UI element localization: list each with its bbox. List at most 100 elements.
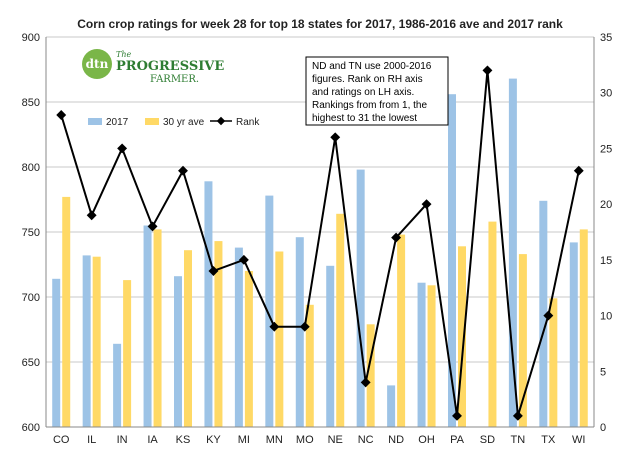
tick-labels: 600 650 700 750 800 850 900 0 5 10 15 20 25 30 35 CO IL I… [22, 32, 613, 446]
rank-line [60, 70, 580, 417]
logo-brand-prefix: The [116, 50, 131, 59]
x-tick-label-co: CO [53, 434, 70, 446]
bar-30yr-mi [244, 271, 253, 427]
dtn-progressive-farmer-logo: dtn The PROGRESSIVE FARMER. [82, 49, 224, 85]
x-tick-label-mo: MO [296, 434, 314, 446]
bar-30yr-oh [427, 285, 436, 427]
note-line-4: Rankings from from 1, the [312, 100, 427, 111]
legend-swatch-2017 [88, 118, 102, 125]
bar-2017-ne [326, 265, 335, 427]
y-right-tick-label: 25 [600, 143, 612, 155]
legend-marker-rank [216, 116, 226, 126]
rank-marker-in [117, 143, 128, 154]
bar-2017-tx [539, 200, 548, 427]
rank-marker-wi [573, 165, 584, 176]
bar-2017-ky [204, 181, 213, 427]
legend: 2017 30 yr ave Rank [88, 116, 260, 128]
x-tick-label-tn: TN [511, 434, 526, 446]
dtn-badge-circle [82, 49, 112, 79]
x-tick-label-nd: ND [388, 434, 404, 446]
bar-30yr-il [92, 256, 101, 427]
y-left-tick-label: 600 [22, 422, 40, 434]
rank-marker-co [56, 110, 67, 120]
bar-2017-il [82, 255, 91, 427]
bar-2017-nd [387, 385, 396, 427]
x-tick-label-ia: IA [147, 434, 158, 446]
bar-30yr-wi [579, 229, 588, 427]
rank-marker-tn [512, 410, 523, 421]
rank-marker-ne [330, 132, 341, 143]
bar-30yr-ia [153, 229, 162, 427]
x-tick-label-sd: SD [480, 434, 495, 446]
bar-2017-mn [265, 195, 274, 427]
note-line-3: and ratings on LH axis. [312, 87, 414, 98]
bar-2017-wi [569, 242, 578, 427]
legend-label-2017: 2017 [106, 117, 129, 128]
y-right-tick-label: 10 [600, 311, 612, 323]
rank-marker-oh [421, 199, 432, 210]
y-left-tick-label: 900 [22, 32, 40, 44]
rank-marker-mn [269, 321, 280, 332]
legend-label-30yr: 30 yr ave [163, 117, 205, 128]
note-line-1: ND and TN use 2000-2016 [312, 61, 432, 72]
y-right-tick-label: 0 [600, 422, 606, 434]
bar-30yr-mo [305, 304, 314, 427]
rank-marker-sd [482, 65, 493, 76]
bar-2017-in [113, 343, 122, 427]
rank-marker-ks [178, 165, 188, 176]
y-right-tick-label: 20 [600, 199, 612, 211]
bar-2017-mo [295, 237, 304, 427]
y-right-tick-label: 15 [600, 255, 612, 267]
rank-marker-nc [360, 377, 371, 388]
legend-label-rank: Rank [236, 117, 260, 128]
bar-30yr-ks [184, 250, 192, 427]
x-tick-label-oh: OH [418, 434, 435, 446]
y-right-tick-label: 5 [600, 366, 606, 378]
bar-2017-pa [448, 94, 456, 427]
x-tick-label-ks: KS [176, 434, 191, 446]
rank-marker-mi [238, 254, 249, 265]
bar-2017-co [52, 278, 61, 427]
dtn-badge-text: dtn [86, 57, 109, 71]
bar-30yr-tx [549, 298, 558, 427]
bar-30yr-ne [336, 213, 345, 427]
rank-marker-il [86, 210, 97, 221]
bar-2017-ia [143, 225, 152, 427]
y-left-tick-label: 850 [22, 97, 40, 109]
rank-marker-ia [147, 221, 158, 232]
bar-30yr-pa [458, 246, 466, 427]
bar-2017-nc [356, 169, 365, 427]
bar-2017-tn [508, 78, 517, 427]
rank-marker-mo [299, 321, 310, 332]
axes [45, 37, 595, 428]
note-line-5: highest to 31 the lowest [312, 113, 417, 124]
logo-brand-line2: FARMER. [150, 74, 199, 85]
x-tick-label-in: IN [117, 434, 128, 446]
logo-brand-line1: PROGRESSIVE [116, 59, 224, 74]
y-left-tick-label: 750 [22, 227, 40, 239]
x-tick-label-mn: MN [266, 434, 283, 446]
bar-series [52, 78, 588, 427]
x-tick-label-nc: NC [358, 434, 374, 446]
note-frame [305, 56, 449, 126]
x-tick-label-ne: NE [328, 434, 343, 446]
y-right-tick-label: 30 [600, 88, 612, 100]
rank-marker-ky [208, 266, 219, 276]
y-right-tick-label: 35 [600, 32, 612, 44]
bar-30yr-nc [366, 324, 375, 427]
bar-30yr-sd [488, 221, 497, 427]
bar-2017-mi [234, 247, 243, 427]
bar-2017-oh [417, 282, 426, 427]
bar-30yr-ky [214, 241, 223, 427]
x-tick-label-pa: PA [450, 434, 465, 446]
x-tick-label-ky: KY [206, 434, 221, 446]
y-left-tick-label: 650 [22, 357, 40, 369]
x-tick-label-mi: MI [238, 434, 250, 446]
bar-30yr-mn [275, 251, 284, 427]
note-box: ND and TN use 2000-2016 figures. Rank on… [305, 56, 449, 126]
bar-2017-ks [174, 276, 182, 427]
bar-30yr-co [62, 196, 71, 427]
bar-30yr-in [123, 280, 132, 427]
rank-marker-nd [391, 232, 402, 243]
